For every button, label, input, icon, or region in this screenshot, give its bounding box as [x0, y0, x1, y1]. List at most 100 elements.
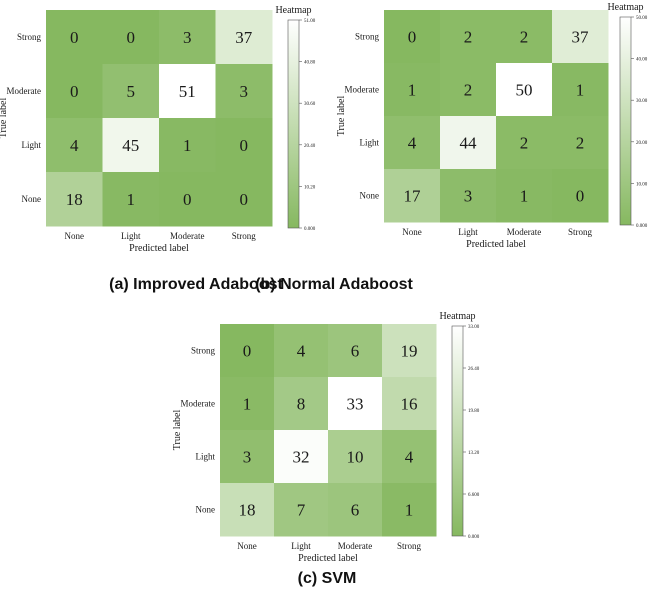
y-axis-label: True label	[336, 96, 347, 137]
cell-value-label: 3	[464, 187, 473, 206]
heatmap-cell	[46, 10, 103, 65]
heatmap-cell	[102, 10, 160, 65]
cell-value-label: 0	[243, 342, 252, 361]
heatmap-cell	[496, 116, 553, 170]
cell-value-label: 5	[127, 82, 136, 101]
heatmap-cell	[102, 64, 160, 119]
x-tick-label: Light	[458, 227, 478, 237]
cell-value-label: 7	[297, 501, 306, 520]
heatmap-cell	[220, 377, 275, 431]
y-axis-label: True label	[172, 410, 183, 451]
cell-value-label: 3	[240, 82, 249, 101]
x-tick-label: None	[237, 541, 257, 551]
cell-value-label: 6	[351, 501, 360, 520]
y-tick-label: None	[22, 194, 42, 204]
cell-value-label: 2	[464, 81, 473, 100]
x-tick-label: Light	[291, 541, 311, 551]
heatmap-cell	[496, 63, 553, 117]
cell-value-label: 37	[235, 28, 253, 47]
colorbar-tick-label: 10.00	[636, 182, 648, 187]
heatmap-cell	[496, 169, 553, 223]
y-tick-label: Light	[22, 140, 42, 150]
heatmap-cell	[46, 64, 103, 119]
heatmap-cell	[382, 483, 437, 537]
y-tick-label: Light	[196, 452, 216, 462]
cell-value-label: 19	[401, 342, 418, 361]
colorbar-tick-label: 0.000	[636, 224, 648, 229]
cell-value-label: 8	[297, 395, 306, 414]
y-tick-label: Moderate	[7, 86, 41, 96]
heatmap-cell	[102, 118, 160, 173]
heatmap-cell	[274, 377, 329, 431]
heatmap-cell	[220, 430, 275, 484]
heatmap-cell	[159, 118, 216, 173]
cell-value-label: 0	[576, 187, 585, 206]
y-tick-label: Light	[360, 138, 380, 148]
cell-value-label: 32	[293, 448, 310, 467]
heatmap-cell	[384, 10, 441, 64]
y-tick-label: Strong	[355, 32, 380, 42]
cell-value-label: 1	[183, 136, 192, 155]
cell-value-label: 33	[347, 395, 364, 414]
cell-value-label: 10	[347, 448, 364, 467]
heatmap-cell	[552, 10, 609, 64]
x-tick-label: Strong	[397, 541, 422, 551]
x-tick-label: None	[65, 231, 85, 241]
cell-value-label: 4	[405, 448, 414, 467]
heatmap-cell	[384, 169, 441, 223]
cell-value-label: 1	[243, 395, 252, 414]
cell-value-label: 1	[520, 187, 529, 206]
panel-caption: (a) Improved Adaboost	[109, 276, 283, 293]
heatmap-cell	[440, 10, 497, 64]
colorbar-tick-label: 33.00	[468, 325, 480, 330]
cell-value-label: 3	[243, 448, 252, 467]
x-axis-label: Predicted label	[298, 553, 358, 564]
heatmap-cell	[382, 430, 437, 484]
heatmap-cell	[102, 172, 160, 227]
cell-value-label: 44	[460, 134, 478, 153]
cell-value-label: 17	[404, 187, 422, 206]
colorbar-tick-label: 19.80	[468, 409, 480, 414]
y-tick-label: Strong	[17, 32, 42, 42]
x-tick-label: Moderate	[338, 541, 372, 551]
heatmap-cell	[220, 324, 275, 378]
panel-caption: (c) SVM	[298, 570, 357, 587]
heatmap-cell	[159, 64, 216, 119]
cell-value-label: 37	[572, 28, 590, 47]
cell-value-label: 2	[576, 134, 585, 153]
cell-value-label: 1	[408, 81, 417, 100]
cell-value-label: 0	[70, 82, 79, 101]
colorbar-tick-label: 26.40	[468, 367, 480, 372]
cell-value-label: 18	[66, 190, 83, 209]
cell-value-label: 0	[240, 190, 249, 209]
heatmap-cell	[382, 377, 437, 431]
heatmap-cell	[46, 172, 103, 227]
y-tick-label: None	[196, 505, 216, 515]
heatmap-cell	[274, 483, 329, 537]
cell-value-label: 0	[408, 28, 417, 47]
colorbar	[287, 19, 300, 229]
colorbar-tick-label: 51.00	[304, 19, 316, 24]
colorbar-tick-label: 0.000	[468, 535, 480, 540]
x-tick-label: Strong	[568, 227, 593, 237]
cell-value-label: 4	[297, 342, 306, 361]
x-tick-label: None	[402, 227, 422, 237]
cell-value-label: 50	[516, 81, 533, 100]
x-tick-label: Light	[121, 231, 141, 241]
colorbar-tick-label: 50.00	[636, 16, 648, 21]
heatmap-cell	[274, 430, 329, 484]
cell-value-label: 18	[239, 501, 256, 520]
heatmap-cell	[496, 10, 553, 64]
colorbar	[451, 325, 464, 537]
colorbar-tick-label: 6.600	[468, 493, 480, 498]
heatmap-cell	[440, 169, 497, 223]
x-tick-label: Strong	[232, 231, 257, 241]
x-axis-label: Predicted label	[466, 239, 526, 250]
colorbar-tick-label: 20.40	[304, 144, 316, 149]
heatmap-cell	[159, 172, 216, 227]
x-tick-label: Moderate	[170, 231, 204, 241]
heatmap-cell	[382, 324, 437, 378]
heatmap-cell	[220, 483, 275, 537]
